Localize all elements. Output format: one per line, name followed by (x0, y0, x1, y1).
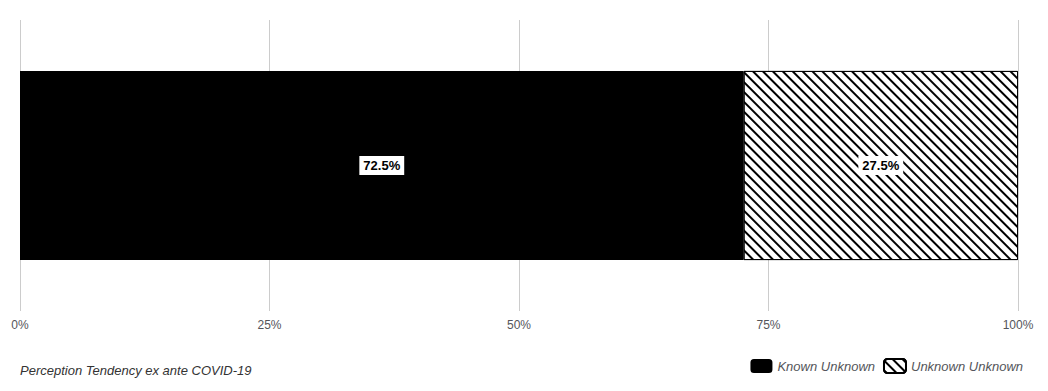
svg-text:Known Unknown: Known Unknown (777, 359, 875, 374)
svg-text:Unknown Unknown: Unknown Unknown (911, 359, 1023, 374)
svg-text:100%: 100% (1003, 318, 1034, 332)
svg-text:27.5%: 27.5% (862, 158, 899, 173)
svg-text:72.5%: 72.5% (363, 158, 400, 173)
svg-text:50%: 50% (507, 318, 531, 332)
svg-text:0%: 0% (11, 318, 29, 332)
svg-text:Perception Tendency ex ante CO: Perception Tendency ex ante COVID-19 (20, 363, 252, 378)
svg-text:25%: 25% (257, 318, 281, 332)
svg-text:75%: 75% (756, 318, 780, 332)
